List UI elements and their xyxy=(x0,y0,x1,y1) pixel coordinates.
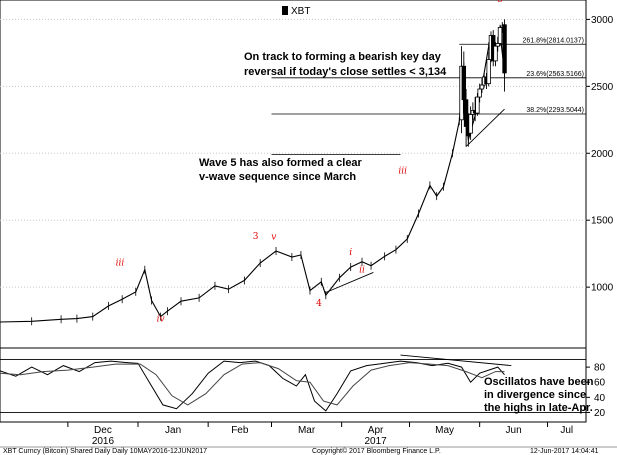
wave-label: iii xyxy=(398,166,407,176)
oscillator-axis: 20 40 60 80 xyxy=(586,363,606,419)
oscillator-tick-label: 40 xyxy=(594,393,606,404)
trendline xyxy=(325,272,374,293)
price-tick-label: 2500 xyxy=(591,82,614,93)
fib-level-label: 261.8%(2814.0137) xyxy=(523,37,585,44)
annotation-wave5-line-1: Wave 5 has also formed a clear xyxy=(199,157,363,169)
month-label: Dec xyxy=(94,425,112,436)
month-label: Feb xyxy=(231,425,249,436)
candle-body xyxy=(486,59,491,85)
candle-body xyxy=(502,24,507,74)
oscillator-tick-label: 60 xyxy=(594,378,606,389)
annotation-bearish-line-2: reversal if today's close settles < 3,13… xyxy=(244,66,447,78)
oscillator-tick-label: 80 xyxy=(594,363,606,374)
legend-swatch xyxy=(282,6,288,15)
candle-body xyxy=(468,114,473,134)
wave-labels: iiiiv3v4iiiiii5 xyxy=(116,0,504,324)
annotation-oscillator-line-1: Oscillatos have been xyxy=(484,376,594,388)
wave-label: ii xyxy=(359,265,365,275)
wave-label: v xyxy=(271,233,276,243)
candle-body xyxy=(495,43,500,47)
month-label: Jan xyxy=(165,425,181,436)
footer-center: Copyright© 2017 Bloomberg Finance L.P. xyxy=(312,447,441,455)
fib-level-label: 38.2%(2293.5044) xyxy=(526,107,584,114)
candle-body xyxy=(475,96,480,114)
legend: XBT xyxy=(282,6,310,17)
price-tick-label: 2000 xyxy=(591,149,614,160)
annotation-oscillator: Oscillatos have been in divergence since… xyxy=(484,376,594,414)
divergence-line xyxy=(400,354,512,367)
wave-label: iv xyxy=(157,314,165,324)
annotation-oscillator-line-3: the highs in late-Apr. xyxy=(484,402,593,414)
footer-right: 12-Jun-2017 14:04:41 xyxy=(530,448,599,455)
oscillator xyxy=(0,354,586,413)
annotation-wave5-line-2: v-wave sequence since March xyxy=(199,171,356,183)
month-label: Jul xyxy=(560,425,573,436)
oscillator-tick-label: 20 xyxy=(594,408,606,419)
candle-body xyxy=(479,84,485,90)
price-tick-label: 1500 xyxy=(591,216,614,227)
trendline xyxy=(465,108,505,147)
trendlines xyxy=(271,108,505,293)
price-axis: 1000 1500 2000 2500 3000 xyxy=(586,15,614,294)
candle-body xyxy=(493,45,498,62)
fib-level-label: 23.6%(2563.5166) xyxy=(526,71,584,78)
month-label: Jun xyxy=(506,425,522,436)
year-label: 2016 xyxy=(92,436,115,447)
month-axis: Dec Jan Feb Mar Apr May Jun Jul 2016 2017 xyxy=(67,422,573,447)
candles xyxy=(459,19,507,147)
wave-label: iii xyxy=(116,259,125,269)
month-label: Mar xyxy=(298,425,316,436)
wave-label: i xyxy=(349,248,352,258)
price-tick-label: 3000 xyxy=(591,15,614,26)
candle-body xyxy=(497,27,503,44)
legend-label: XBT xyxy=(291,6,310,17)
annotation-bearish-line-1: On track to forming a bearish key day xyxy=(244,51,442,63)
oscillator-slow-line xyxy=(0,362,505,406)
annotation-bearish: On track to forming a bearish key day re… xyxy=(244,51,447,78)
month-label: Apr xyxy=(368,425,384,436)
year-label: 2017 xyxy=(364,436,387,447)
wave-label: 3 xyxy=(253,232,259,242)
candle-body xyxy=(461,65,467,101)
annotation-wave5: Wave 5 has also formed a clear v-wave se… xyxy=(199,157,363,183)
oscillator-fast-line xyxy=(0,360,505,412)
month-label: May xyxy=(435,425,454,436)
candle-body xyxy=(477,88,482,98)
footer-left: XBT Curncy (Bitcoin) Shared Daily Daily … xyxy=(3,448,207,455)
wave-label: 4 xyxy=(316,299,322,309)
price-tick-label: 1000 xyxy=(591,283,614,294)
fibonacci-levels: 261.8%(2814.0137) 23.6%(2563.5166) 38.2%(2… xyxy=(271,37,586,115)
wave-label: 5 xyxy=(497,0,503,5)
annotation-oscillator-line-2: in divergence since xyxy=(484,389,586,401)
candle-body xyxy=(463,99,469,127)
